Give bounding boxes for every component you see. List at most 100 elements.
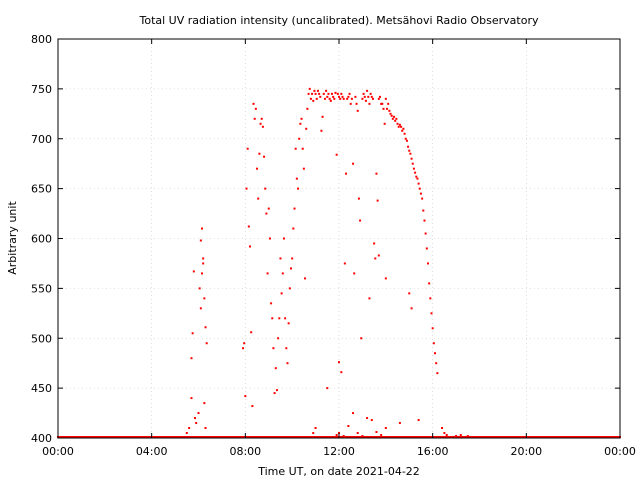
data-point <box>407 145 410 148</box>
baseline-point <box>335 436 338 438</box>
y-tick-label: 650 <box>31 183 52 196</box>
baseline-point <box>103 436 106 438</box>
y-tick-label: 750 <box>31 83 52 96</box>
baseline-point <box>548 436 551 438</box>
data-point <box>346 97 349 100</box>
data-point <box>280 292 283 295</box>
data-point <box>257 197 260 200</box>
baseline-point <box>617 436 620 438</box>
data-point <box>268 237 271 240</box>
data-point <box>321 115 324 118</box>
data-point <box>416 177 419 180</box>
baseline-point <box>236 436 239 438</box>
baseline-point <box>207 436 210 438</box>
baseline-point <box>359 436 362 438</box>
baseline-point <box>301 436 304 438</box>
baseline-point <box>366 436 369 438</box>
baseline-point <box>531 436 534 438</box>
baseline-point <box>66 436 69 438</box>
data-point <box>315 97 318 100</box>
data-point <box>205 342 208 345</box>
baseline-point <box>550 436 553 438</box>
data-point <box>366 417 369 420</box>
data-point <box>386 107 389 110</box>
data-point <box>259 122 262 125</box>
data-point <box>370 95 373 98</box>
baseline-point <box>538 436 541 438</box>
baseline-point <box>138 436 141 438</box>
baseline-point <box>522 436 525 438</box>
y-tick-label: 450 <box>31 382 52 395</box>
baseline-point <box>123 436 126 438</box>
baseline-point <box>583 436 586 438</box>
baseline-point <box>208 436 211 438</box>
baseline-point <box>447 436 450 438</box>
baseline-point <box>277 436 280 438</box>
baseline-point <box>85 436 88 438</box>
data-point <box>299 122 302 125</box>
baseline-point <box>373 436 376 438</box>
baseline-point <box>221 436 224 438</box>
baseline-point <box>492 436 495 438</box>
baseline-point <box>284 436 287 438</box>
baseline-point <box>457 436 460 438</box>
baseline-point <box>211 436 214 438</box>
baseline-point <box>257 436 260 438</box>
baseline-point <box>124 436 127 438</box>
data-point <box>334 91 337 94</box>
baseline-point <box>311 436 314 438</box>
baseline-point <box>596 436 599 438</box>
baseline-point <box>404 436 407 438</box>
baseline-point <box>384 436 387 438</box>
baseline-point <box>419 436 422 438</box>
data-point <box>311 92 314 95</box>
baseline-point <box>352 436 355 438</box>
baseline-point <box>276 436 279 438</box>
data-point <box>354 95 357 98</box>
baseline-point <box>347 436 350 438</box>
baseline-point <box>552 436 555 438</box>
baseline-point <box>183 436 186 438</box>
baseline-point <box>614 436 617 438</box>
baseline-point <box>374 436 377 438</box>
baseline-point <box>436 436 439 438</box>
baseline-point <box>198 436 201 438</box>
baseline-point <box>187 436 190 438</box>
baseline-point <box>540 436 543 438</box>
baseline-point <box>287 436 290 438</box>
baseline-point <box>409 436 412 438</box>
data-point <box>377 97 380 100</box>
data-point <box>306 107 309 110</box>
data-point <box>355 102 358 105</box>
baseline-point <box>281 436 284 438</box>
baseline-point <box>382 436 385 438</box>
baseline-point <box>415 436 418 438</box>
baseline-point <box>356 436 359 438</box>
baseline-point <box>323 436 326 438</box>
baseline-point <box>443 436 446 438</box>
baseline-point <box>398 436 401 438</box>
data-point <box>266 272 269 275</box>
baseline-point <box>100 436 103 438</box>
baseline-point <box>574 436 577 438</box>
data-point <box>322 92 325 95</box>
x-tick-label: 00:00 <box>42 445 74 458</box>
data-point <box>376 199 379 202</box>
data-point <box>343 262 346 265</box>
baseline-point <box>82 436 85 438</box>
baseline-point <box>172 436 175 438</box>
baseline-point <box>90 436 93 438</box>
baseline-point <box>180 436 183 438</box>
baseline-point <box>353 436 356 438</box>
baseline-point <box>439 436 442 438</box>
data-point <box>347 425 350 428</box>
baseline-point <box>555 436 558 438</box>
data-point <box>397 125 400 128</box>
baseline-point <box>196 436 199 438</box>
baseline-point <box>599 436 602 438</box>
baseline-point <box>332 436 335 438</box>
baseline-point <box>149 436 152 438</box>
baseline-point <box>307 436 310 438</box>
data-point <box>393 115 396 118</box>
data-point <box>292 227 295 230</box>
